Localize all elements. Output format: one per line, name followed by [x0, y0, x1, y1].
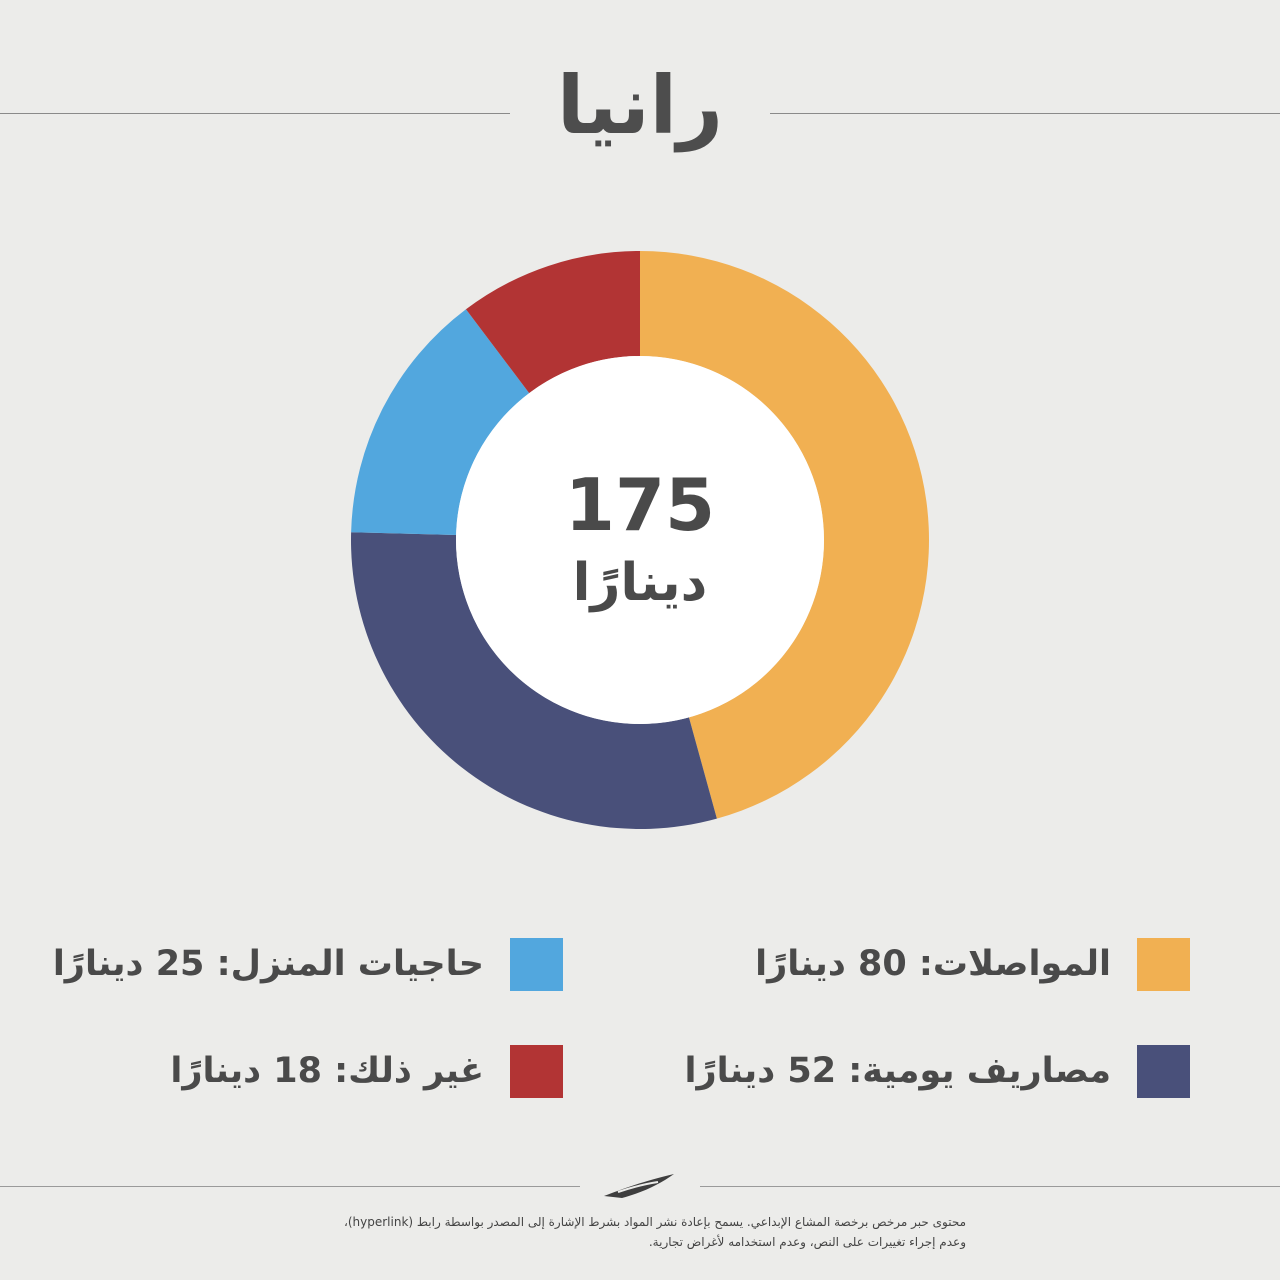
legend-item-other: غير ذلك: 18 دينارًا — [170, 1043, 563, 1099]
legend-swatch-other — [510, 1044, 563, 1098]
donut-slice-daily — [351, 532, 717, 830]
donut-hole — [456, 356, 824, 724]
legend-label-transport: المواصلات: 80 دينارًا — [755, 944, 1111, 984]
center-unit-label: دينارًا — [573, 553, 708, 613]
center-total-value: 175 — [565, 463, 715, 547]
donut-slice-other — [465, 251, 640, 394]
license-line-2: وعدم إجراء تغييرات على النص، وعدم استخدا… — [648, 1235, 966, 1249]
donut-slice-household — [351, 309, 530, 536]
legend-item-daily: مصاريف يومية: 52 دينارًا — [684, 1043, 1190, 1099]
pen-logo-icon — [604, 1174, 674, 1198]
title-rule-left — [0, 113, 510, 114]
license-note: محتوى حبر مرخص برخصة المشاع الإبداعي. يس… — [266, 1212, 966, 1252]
page-title: رانيا — [556, 59, 724, 152]
title-rule-right — [770, 113, 1280, 114]
legend-item-transport: المواصلات: 80 دينارًا — [755, 936, 1190, 992]
footer-rule-right — [700, 1186, 1280, 1187]
legend-label-daily: مصاريف يومية: 52 دينارًا — [684, 1051, 1111, 1091]
footer-rule-left — [0, 1186, 580, 1187]
legend-swatch-transport — [1137, 937, 1190, 991]
legend-swatch-daily — [1137, 1044, 1190, 1098]
legend-swatch-household — [510, 937, 563, 991]
donut-slice-transport — [640, 251, 929, 819]
legend-label-other: غير ذلك: 18 دينارًا — [170, 1051, 484, 1091]
legend-label-household: حاجيات المنزل: 25 دينارًا — [52, 944, 484, 984]
legend-item-household: حاجيات المنزل: 25 دينارًا — [53, 936, 563, 992]
license-line-1: محتوى حبر مرخص برخصة المشاع الإبداعي. يس… — [343, 1215, 966, 1229]
